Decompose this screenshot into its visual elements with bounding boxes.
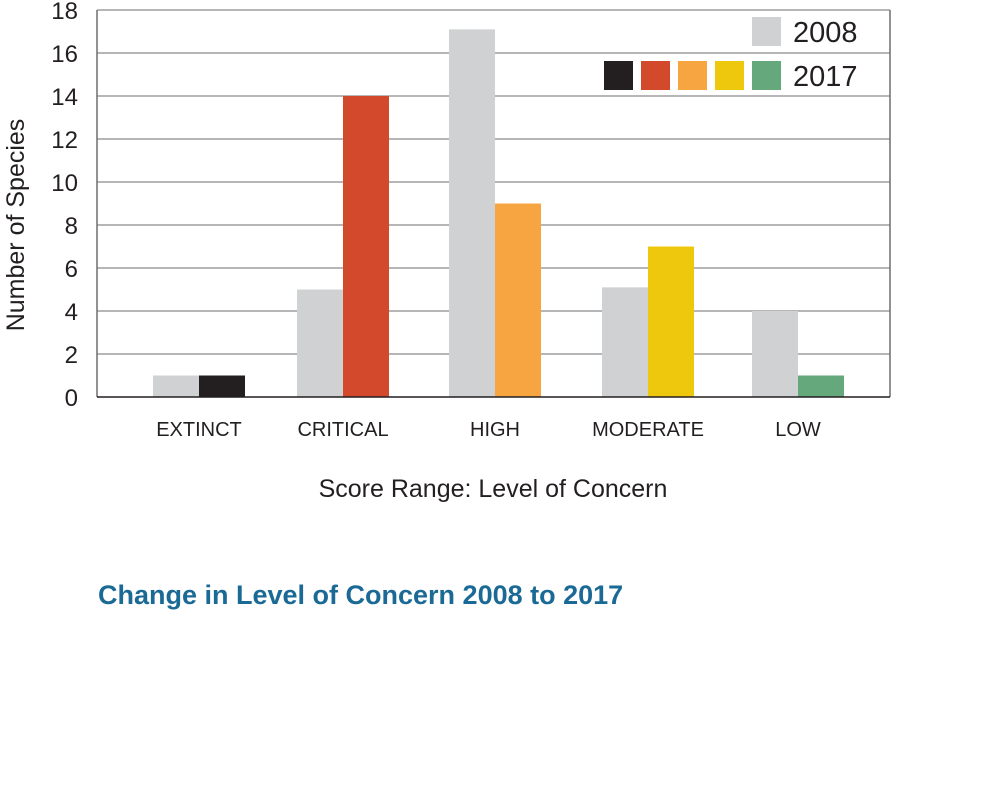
x-tick-label: LOW — [775, 419, 821, 441]
bar-2008-low — [752, 311, 798, 397]
y-tick-label: 0 — [65, 385, 78, 412]
bar-2008-high — [449, 29, 495, 397]
legend-swatch-2017 — [715, 61, 744, 90]
y-tick-label: 14 — [51, 84, 78, 111]
bar-2017-low — [798, 375, 844, 397]
axes — [96, 10, 891, 398]
legend-swatch-2017 — [641, 61, 670, 90]
chart-caption: Change in Level of Concern 2008 to 2017 — [98, 580, 624, 610]
y-axis-label: Number of Species — [2, 119, 30, 332]
bar-2017-moderate — [648, 246, 694, 397]
y-tick-label: 12 — [51, 127, 78, 154]
bar-2017-extinct — [199, 375, 245, 397]
legend-label-2008: 2008 — [793, 17, 858, 49]
bar-2017-high — [495, 203, 541, 397]
legend-swatch-2017 — [752, 61, 781, 90]
x-tick-label: CRITICAL — [297, 419, 388, 441]
bar-2017-critical — [343, 96, 389, 397]
x-tick-label: HIGH — [470, 419, 520, 441]
x-axis-label: Score Range: Level of Concern — [319, 475, 668, 503]
y-tick-label: 10 — [51, 170, 78, 197]
y-tick-label: 2 — [65, 342, 78, 369]
legend: 2008 2017 — [604, 17, 858, 93]
legend-label-2017: 2017 — [793, 61, 858, 93]
legend-swatch-2017 — [604, 61, 633, 90]
bar-2008-critical — [297, 289, 343, 397]
bar-2008-extinct — [153, 375, 199, 397]
bar-2008-moderate — [602, 287, 648, 397]
bar-chart: 0 2 4 6 8 10 12 14 16 18 EXTINCT CRITICAL HIGH MODER… — [2, 0, 891, 503]
x-tick-label: MODERATE — [592, 419, 704, 441]
legend-swatch-2008 — [752, 17, 781, 46]
legend-swatch-2017 — [678, 61, 707, 90]
bars — [153, 29, 844, 397]
x-tick-labels: EXTINCT CRITICAL HIGH MODERATE LOW — [156, 419, 821, 441]
y-tick-label: 18 — [51, 0, 78, 25]
x-tick-label: EXTINCT — [156, 419, 242, 441]
y-tick-label: 6 — [65, 256, 78, 283]
y-tick-labels: 0 2 4 6 8 10 12 14 16 18 — [51, 0, 78, 412]
y-tick-label: 16 — [51, 41, 78, 68]
y-tick-label: 8 — [65, 213, 78, 240]
y-tick-label: 4 — [65, 299, 78, 326]
